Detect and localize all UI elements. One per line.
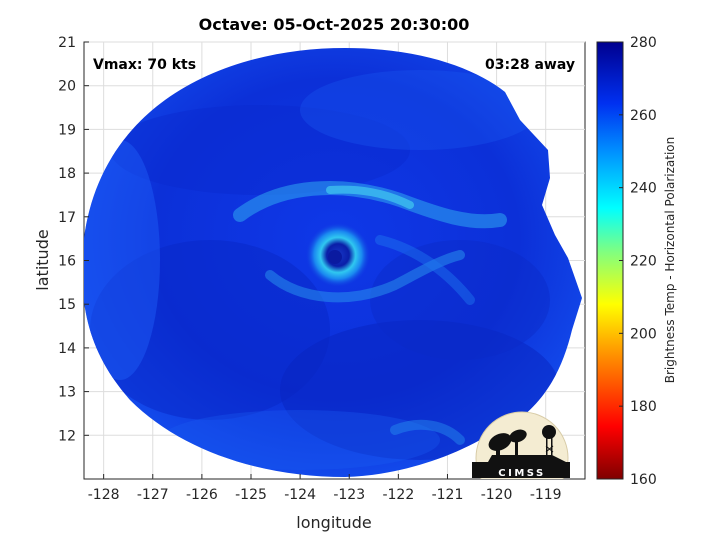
storm-eye — [328, 250, 342, 264]
x-tick-label: -125 — [235, 487, 267, 503]
y-tick-label: 21 — [58, 35, 76, 51]
colorbar-tick-label: 260 — [630, 108, 657, 124]
chart-title: Octave: 05-Oct-2025 20:30:00 — [199, 15, 470, 34]
colorbar-tick-label: 180 — [630, 399, 657, 415]
colorbar-tick-label: 220 — [630, 254, 657, 270]
x-tick-label: -124 — [284, 487, 316, 503]
x-tick-label: -120 — [481, 487, 513, 503]
colorbar-label: Brightness Temp - Horizontal Polarizatio… — [663, 137, 677, 384]
y-tick-label: 12 — [58, 428, 76, 444]
y-tick-label: 14 — [58, 341, 76, 357]
x-tick-label: -121 — [432, 487, 464, 503]
x-axis-label: longitude — [296, 513, 371, 532]
y-tick-label: 13 — [58, 385, 76, 401]
y-tick-label: 15 — [58, 297, 76, 313]
vmax-annotation: Vmax: 70 kts — [93, 57, 196, 73]
x-tick-label: -122 — [382, 487, 414, 503]
colorbar-tick-label: 240 — [630, 181, 657, 197]
x-tick-label: -123 — [333, 487, 365, 503]
y-tick-label: 19 — [58, 122, 76, 138]
colorbar-ticks: 280 260 240 220 200 180 160 — [619, 35, 657, 488]
cimss-logo: CIMSS — [472, 411, 570, 479]
x-tick-label: -119 — [530, 487, 562, 503]
y-tick-label: 16 — [58, 254, 76, 270]
cimss-logo-text: CIMSS — [498, 468, 545, 479]
y-axis-label: latitude — [33, 229, 52, 290]
colorbar-tick-label: 160 — [630, 472, 657, 488]
y-tick-label: 18 — [58, 166, 76, 182]
y-axis-ticks: 21 20 19 18 17 16 15 14 13 12 — [58, 35, 89, 444]
time-away-annotation: 03:28 away — [485, 57, 575, 73]
colorbar-tick-label: 200 — [630, 326, 657, 342]
x-tick-label: -128 — [88, 487, 120, 503]
y-tick-label: 17 — [58, 210, 76, 226]
colorbar — [596, 41, 624, 480]
y-tick-label: 20 — [58, 79, 76, 95]
x-tick-label: -127 — [137, 487, 169, 503]
x-tick-label: -126 — [186, 487, 218, 503]
colorbar-tick-label: 280 — [630, 35, 657, 51]
x-axis-ticks: -128 -127 -126 -125 -124 -123 -122 -121 -120 -119 — [88, 474, 562, 503]
